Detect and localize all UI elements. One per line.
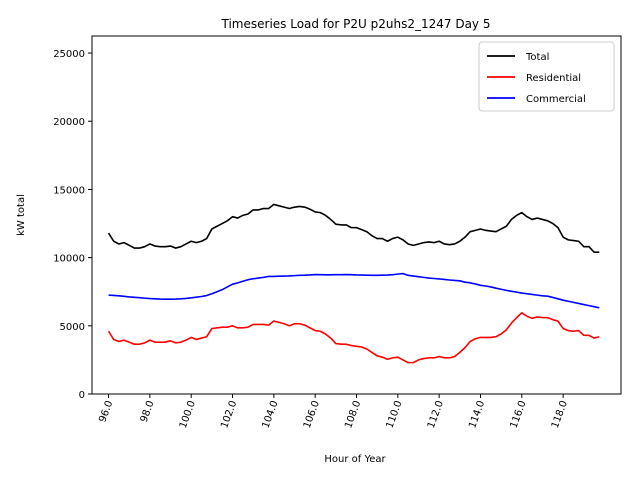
y-tick-label: 0 [79,390,85,401]
chart-title: Timeseries Load for P2U p2uhs2_1247 Day … [221,17,491,31]
y-axis-label: kW total [16,194,27,236]
x-axis-label: Hour of Year [324,454,386,465]
y-tick-label: 20000 [53,117,85,128]
series-line-residential [107,312,600,364]
y-axis-ticks: 0 5000 10000 15000 20000 25000 [53,49,92,401]
y-tick-label: 15000 [53,185,85,196]
legend-label-total: Total [525,52,549,63]
legend-label-residential: Residential [526,73,581,84]
y-tick-label: 10000 [53,254,85,265]
legend-frame [478,41,615,112]
series-lines [107,203,600,364]
series-line-total [107,203,600,253]
legend-label-commercial: Commercial [526,94,586,105]
legend: Total Residential Commercial [478,41,615,112]
y-tick-label: 25000 [53,49,85,60]
y-tick-label: 5000 [60,322,85,333]
series-line-commercial [108,272,600,309]
